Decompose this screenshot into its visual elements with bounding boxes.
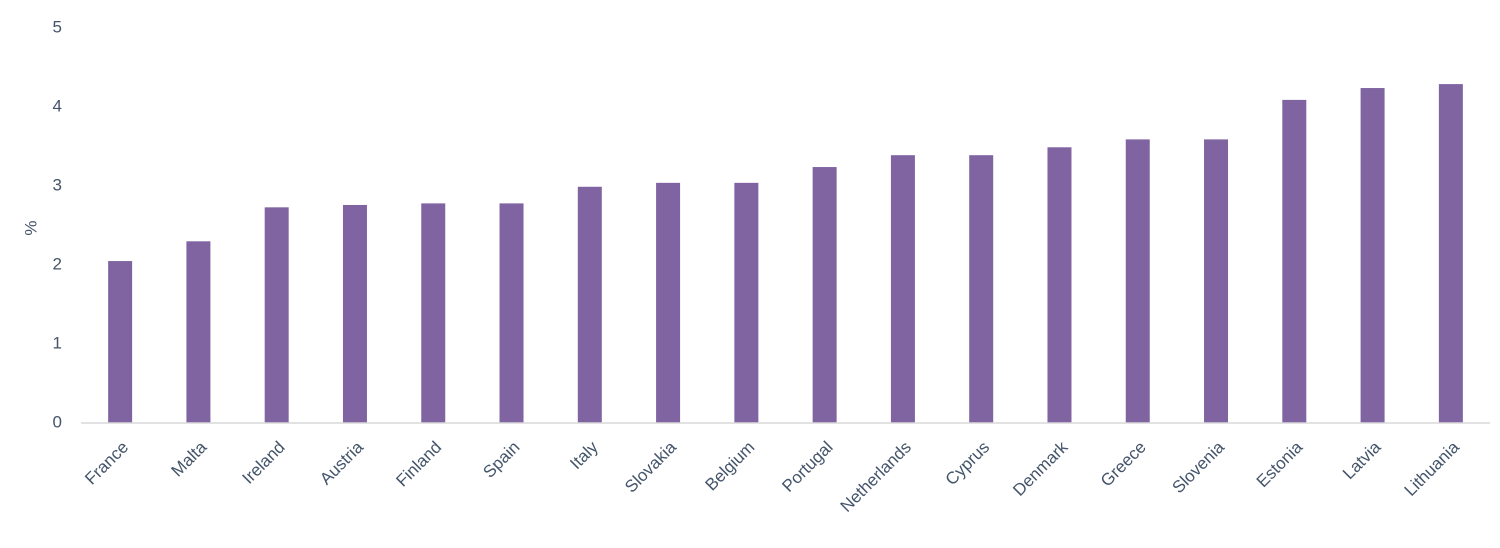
y-tick-label: 1 xyxy=(53,333,62,352)
x-tick-label: Spain xyxy=(479,438,523,482)
x-tick-label: Estonia xyxy=(1253,437,1307,491)
bar xyxy=(1125,139,1150,423)
y-axis-label: % xyxy=(21,220,40,235)
bar xyxy=(890,155,915,423)
x-tick-label: Finland xyxy=(392,438,445,491)
bar xyxy=(1438,84,1463,423)
x-tick-label: Austria xyxy=(316,437,367,488)
bar xyxy=(186,241,211,423)
bar xyxy=(1047,147,1072,424)
bar xyxy=(1282,99,1307,423)
bar xyxy=(1360,88,1385,423)
y-tick-label: 4 xyxy=(53,96,62,115)
x-tick-label: Ireland xyxy=(239,438,289,488)
bar xyxy=(108,261,133,423)
x-tick-label: Belgium xyxy=(701,438,758,495)
bar xyxy=(656,182,681,423)
y-tick-label: 3 xyxy=(53,175,62,194)
bar xyxy=(499,203,524,423)
x-tick-label: Slovenia xyxy=(1168,437,1228,497)
x-tick-label: Italy xyxy=(566,437,602,473)
bar xyxy=(264,207,289,423)
x-tick-label: Denmark xyxy=(1009,437,1072,500)
bar xyxy=(342,204,367,423)
x-tick-label: Netherlands xyxy=(837,438,915,516)
bar xyxy=(734,182,759,423)
y-tick-label: 2 xyxy=(53,254,62,273)
x-tick-label: France xyxy=(81,438,132,489)
x-tick-label: Malta xyxy=(168,437,211,480)
bar xyxy=(969,155,994,423)
bar xyxy=(1204,139,1229,423)
y-tick-label: 5 xyxy=(53,17,62,36)
x-tick-label: Greece xyxy=(1097,438,1150,491)
bar xyxy=(577,186,602,423)
x-tick-label: Latvia xyxy=(1339,437,1385,483)
x-tick-label: Cyprus xyxy=(942,438,994,490)
x-tick-label: Portugal xyxy=(778,438,836,496)
x-tick-label: Slovakia xyxy=(621,437,680,496)
bar xyxy=(812,167,837,423)
bar xyxy=(421,203,446,423)
y-tick-label: 0 xyxy=(53,412,62,431)
x-tick-label: Lithuania xyxy=(1401,437,1464,500)
